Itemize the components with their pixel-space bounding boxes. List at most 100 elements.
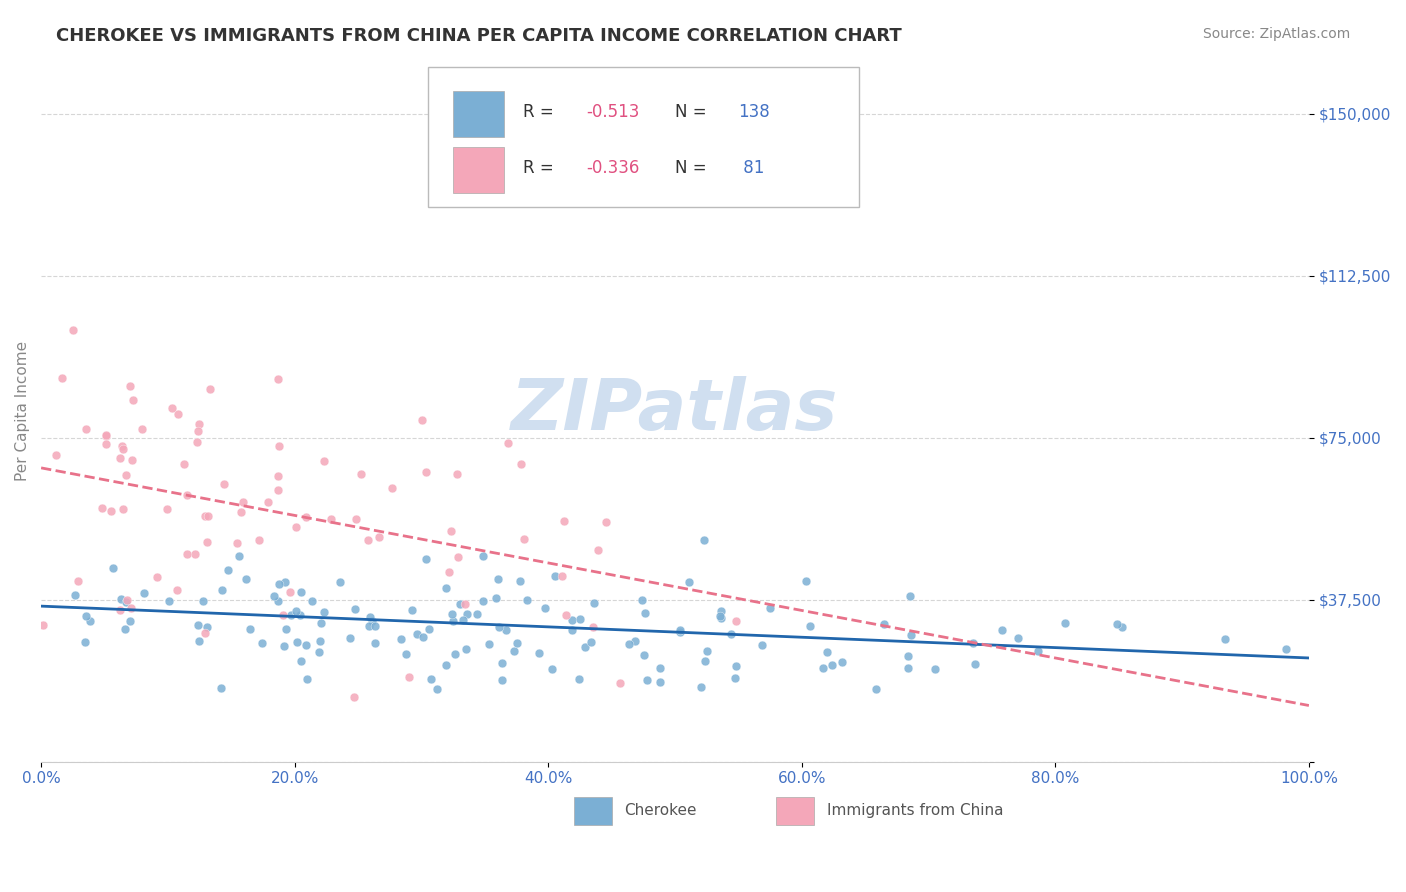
Point [447,549,470,564]
Point [284,604,307,618]
Point [415,465,437,479]
Point [415,552,437,566]
Point [488,619,510,633]
Point [758,601,780,615]
Point [454,597,477,611]
Point [194,508,217,523]
Point [256,495,278,509]
Point [94,429,117,443]
Point [689,680,711,694]
Point [1053,615,1076,630]
Text: Source: ZipAtlas.com: Source: ZipAtlas.com [1202,27,1350,41]
Point [401,603,423,617]
Point [267,483,290,497]
Point [623,634,645,648]
FancyBboxPatch shape [776,797,814,825]
Point [271,608,294,623]
Point [725,659,748,673]
Point [75,609,97,624]
Point [498,436,520,450]
Point [506,636,529,650]
Point [820,657,842,672]
Point [75,635,97,649]
Point [94,428,117,442]
Point [115,467,138,482]
Point [266,469,288,483]
Point [561,623,583,637]
Point [609,676,631,690]
Point [561,613,583,627]
Point [131,422,153,436]
Point [51,371,73,385]
Point [232,495,254,509]
Point [198,382,221,396]
Point [96,437,118,451]
Point [267,594,290,608]
Point [63,588,86,602]
Point [472,549,495,563]
Point [75,422,97,436]
Point [359,610,381,624]
Point [434,581,457,595]
Point [235,572,257,586]
Point [669,625,692,640]
Point [108,451,131,466]
Text: R =: R = [523,103,558,121]
Point [440,607,463,622]
Point [31,617,53,632]
Point [411,412,433,426]
Point [45,448,67,462]
Point [595,515,617,529]
Point [273,575,295,590]
Point [368,530,391,544]
Point [574,640,596,654]
Point [193,594,215,608]
Point [873,616,896,631]
Point [121,393,143,408]
Point [197,620,219,634]
Point [157,594,180,608]
Point [509,457,531,471]
Point [865,681,887,696]
Point [110,603,132,617]
Point [1007,631,1029,645]
Point [693,533,716,548]
Point [412,630,434,644]
FancyBboxPatch shape [453,91,503,136]
Point [67,574,90,588]
Point [633,648,655,662]
Point [419,672,441,686]
Point [491,656,513,670]
Point [582,597,605,611]
Point [796,574,818,588]
Point [290,655,312,669]
Point [211,583,233,598]
Point [491,673,513,687]
Point [965,657,987,671]
Point [486,572,509,586]
Point [288,608,311,623]
Point [186,434,208,449]
Point [194,626,217,640]
Text: -0.513: -0.513 [586,103,640,121]
Point [1275,642,1298,657]
Point [709,609,731,624]
Point [121,453,143,467]
Text: ZIPatlas: ZIPatlas [512,376,839,445]
Point [815,645,838,659]
Point [187,425,209,439]
Point [111,502,134,516]
Point [437,566,460,580]
Point [695,654,717,668]
Point [406,627,429,641]
Point [551,569,574,583]
Point [398,670,420,684]
Point [533,600,555,615]
Point [630,593,652,607]
Text: N =: N = [675,103,711,121]
Point [184,547,207,561]
Point [167,407,190,421]
Point [211,681,233,696]
Point [360,614,382,628]
Point [134,586,156,600]
